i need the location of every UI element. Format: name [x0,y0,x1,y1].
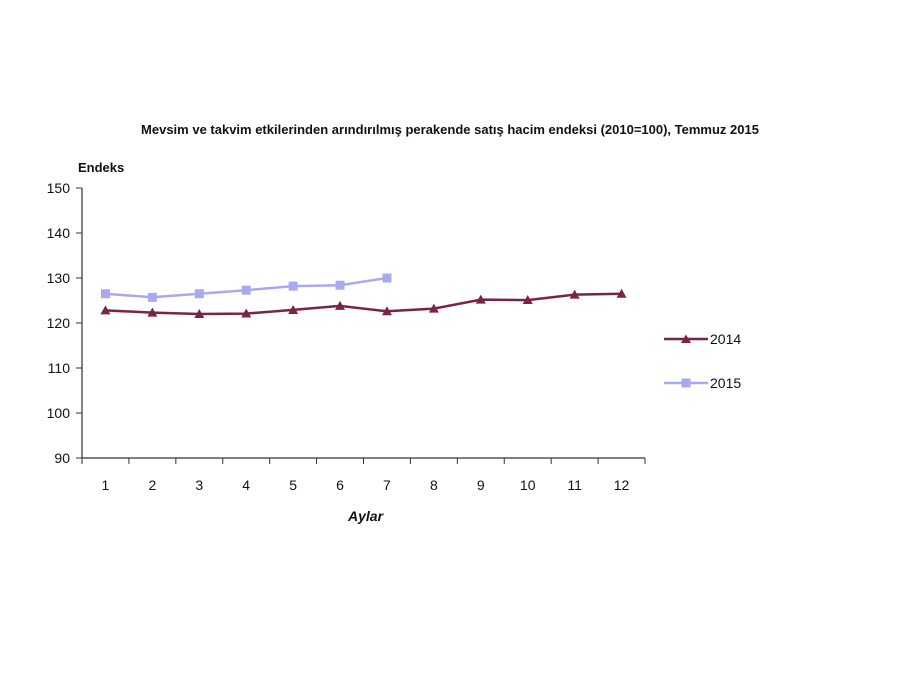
x-axis-label: Aylar [348,508,384,524]
chart-title: Mevsim ve takvim etkilerinden arındırılm… [141,122,759,137]
y-tick-label-150: 150 [47,180,71,196]
data-point-2014-5 [288,304,299,314]
legend-swatch-2015 [664,377,708,389]
data-point-2014-2 [147,307,158,317]
x-tick-label-11: 11 [567,477,582,493]
legend-label-2015: 2015 [710,375,742,391]
legend-item-2014: 2014 [664,331,741,347]
legend-label-2014: 2014 [710,331,742,347]
data-point-2015-1 [100,289,110,299]
y-tick-label-110: 110 [48,360,71,376]
data-point-2015-6 [335,280,345,290]
x-tick-label-10: 10 [520,477,536,493]
legend-item-2015: 2015 [664,375,741,391]
x-tick-label-12: 12 [614,477,630,493]
data-point-2015-4 [241,285,251,295]
x-tick-label-4: 4 [242,477,250,493]
x-tick-label-7: 7 [383,477,391,493]
data-point-2014-8 [428,303,439,313]
y-tick-label-100: 100 [47,405,71,421]
data-point-2015-3 [194,289,204,299]
x-tick-label-8: 8 [430,477,438,493]
x-tick-label-2: 2 [148,477,156,493]
data-point-2014-10 [522,295,533,305]
data-point-2014-6 [335,300,346,310]
data-point-2014-7 [381,306,392,316]
series-line-2014 [105,292,622,316]
legend-swatch-2014 [664,333,708,345]
y-axis-label: Endeks [78,160,125,175]
data-point-2015-2 [147,292,157,302]
x-tick-label-6: 6 [336,477,344,493]
data-point-2014-11 [569,289,580,299]
data-point-2014-4 [241,308,252,318]
y-tick-label-90: 90 [54,450,70,466]
x-tick-label-1: 1 [102,477,110,493]
x-tick-label-9: 9 [477,477,485,493]
data-point-2014-1 [100,305,111,315]
data-point-2014-12 [616,288,627,298]
y-tick-label-130: 130 [47,270,71,286]
data-point-2015-7 [382,273,392,283]
data-point-2014-3 [194,309,205,318]
y-tick-label-140: 140 [47,225,71,241]
x-tick-label-5: 5 [289,477,297,493]
data-point-2014-9 [475,294,486,304]
x-tick-label-3: 3 [195,477,203,493]
y-tick-label-120: 120 [47,315,71,331]
data-point-2015-5 [288,281,298,291]
